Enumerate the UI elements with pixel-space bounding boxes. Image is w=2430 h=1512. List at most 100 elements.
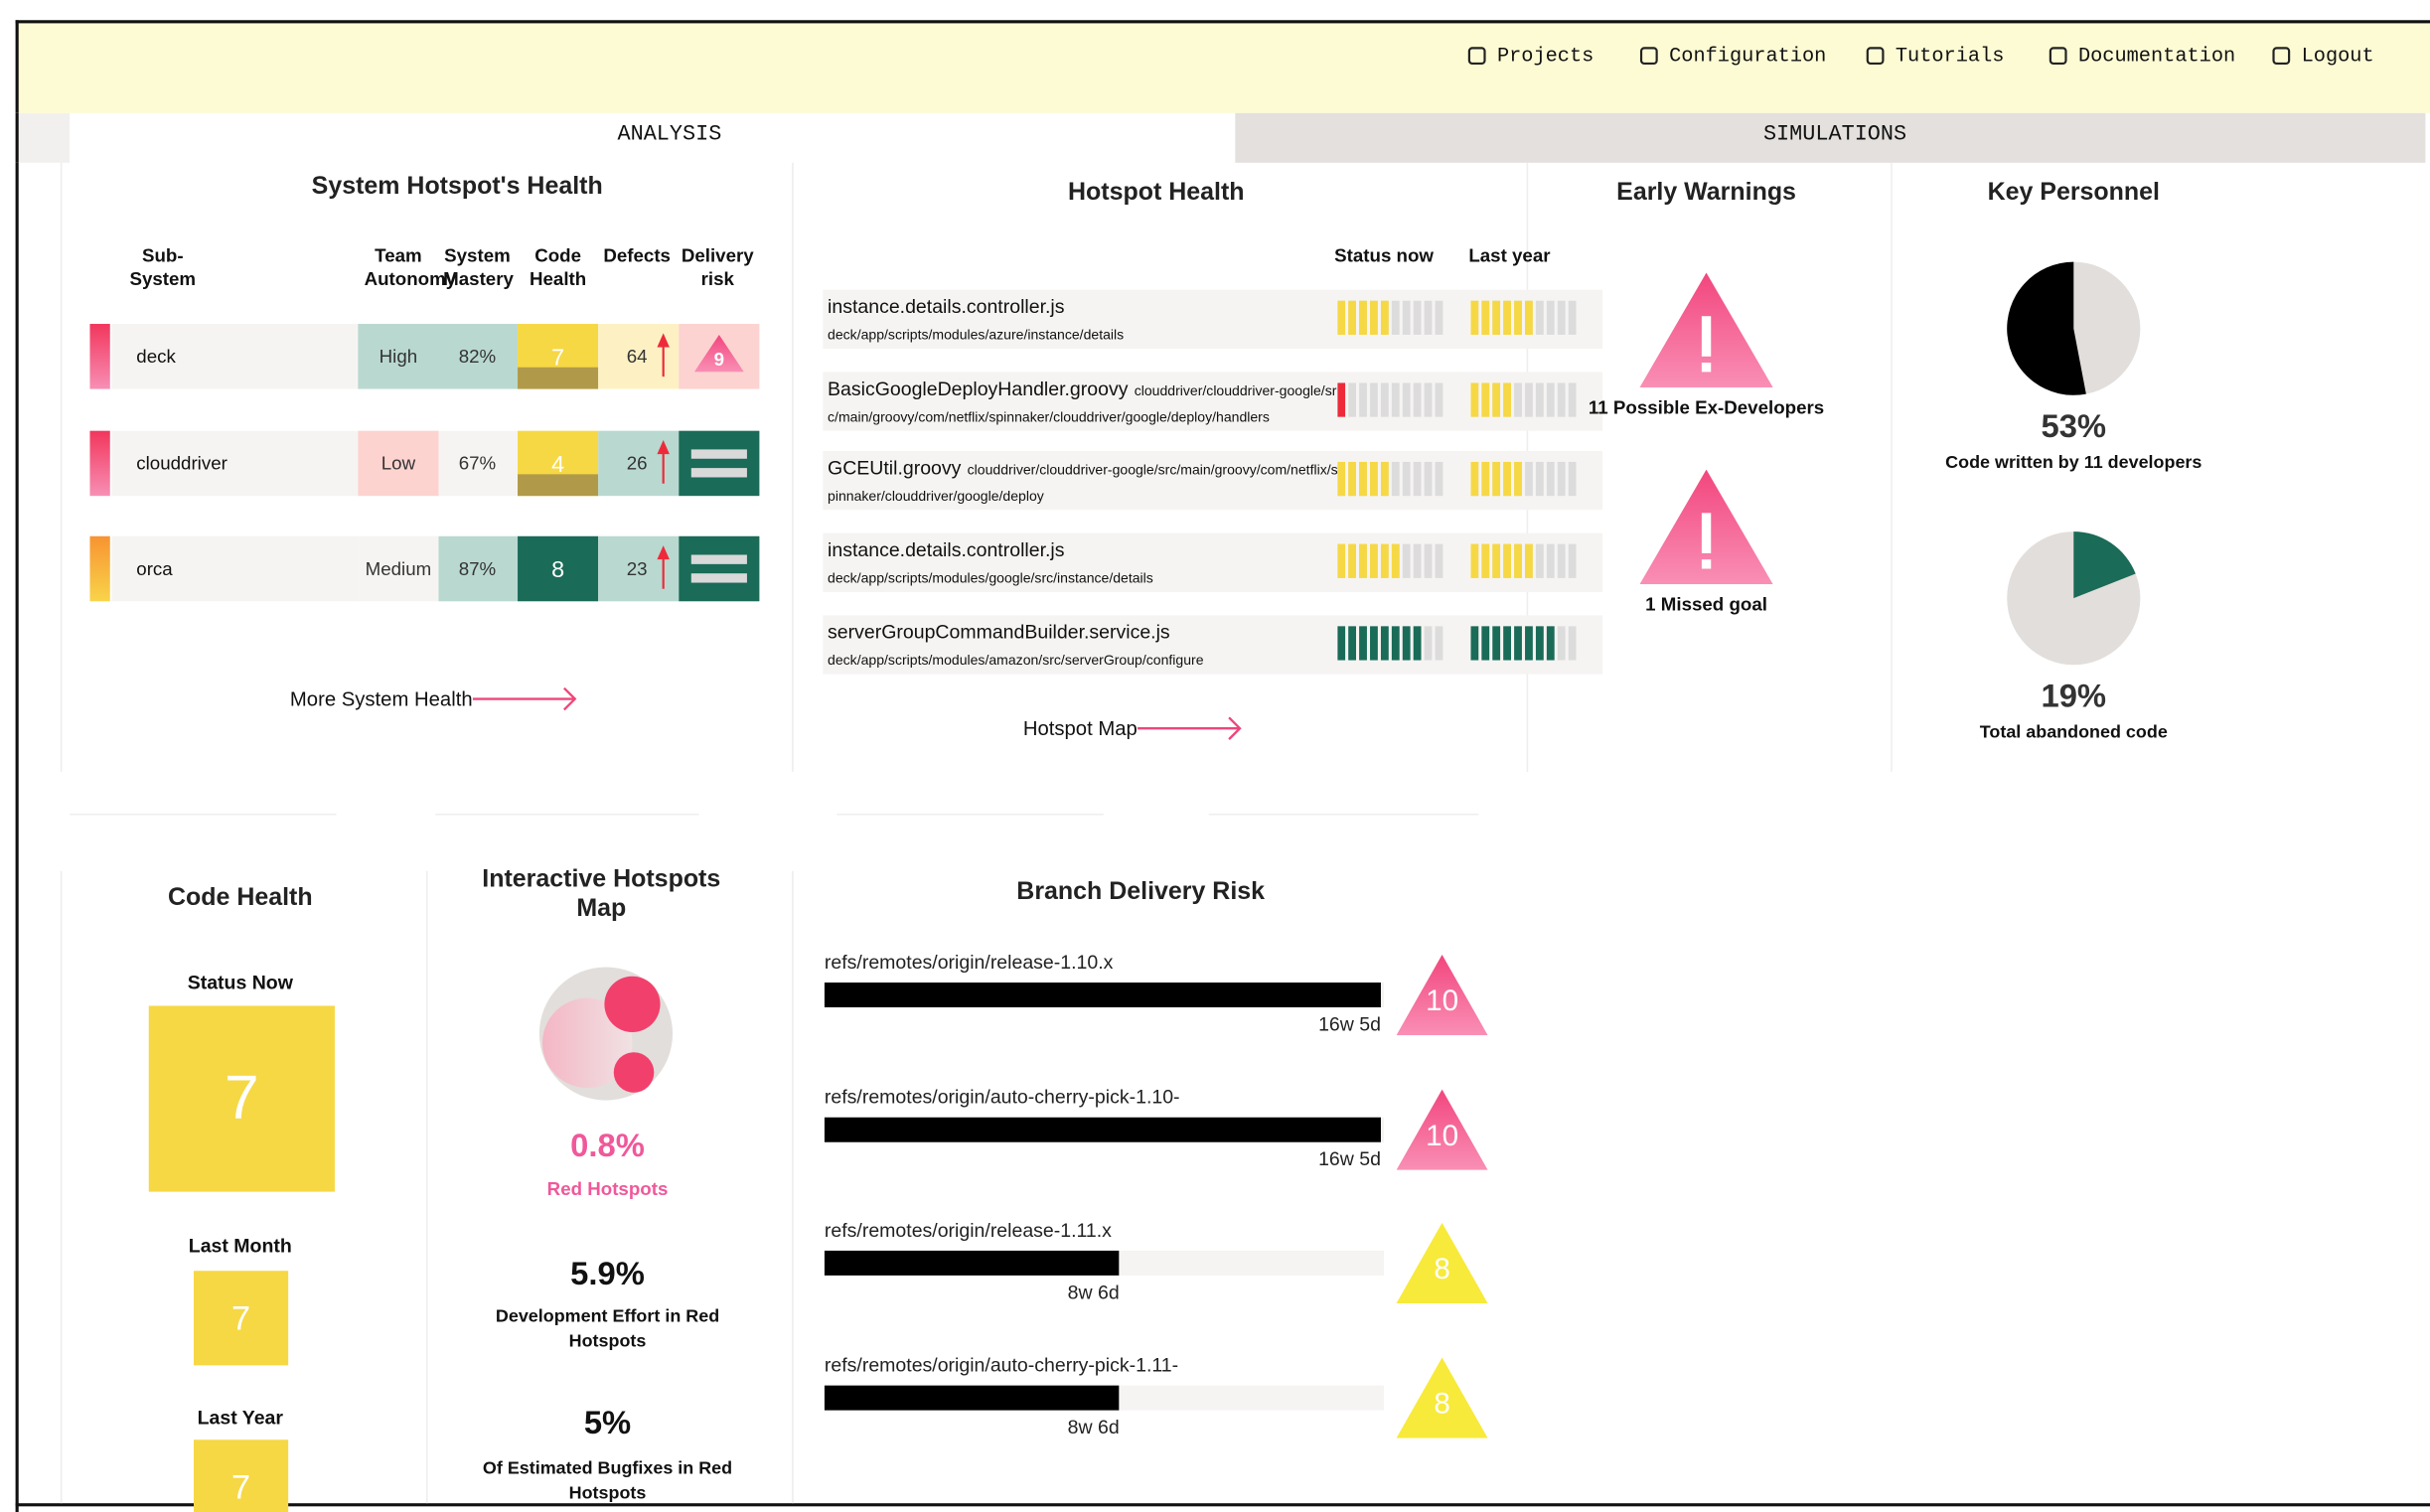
status-label: Last Month [188,1235,292,1258]
column-header: Last year [1468,244,1551,267]
nav-link[interactable]: Documentation [2077,44,2236,68]
nav-icon [1866,47,1885,66]
left-gutter [15,112,71,163]
tab-label[interactable]: SIMULATIONS [1762,122,1907,148]
code-health-value: 7 [551,345,565,372]
segment-filled [1514,543,1522,578]
tab-label[interactable]: ANALYSIS [617,122,722,148]
segment-filled [1503,461,1511,497]
section-title: Key Personnel [1987,179,2160,207]
nav-link[interactable]: Configuration [1669,44,1827,68]
segment-empty [1557,543,1566,578]
divider [836,814,1104,816]
segment-filled [1492,543,1501,578]
hotspot-file: serverGroupCommandBuilder.service.js deck… [828,620,1339,673]
tab-analysis[interactable] [70,112,1236,163]
segment-empty [1535,382,1544,417]
segment-filled [1359,461,1367,497]
column-header: Delivery risk [681,244,754,290]
nav-link[interactable]: Logout [2301,44,2374,68]
segment-empty [1402,300,1411,335]
header-bar [15,20,2430,113]
percent-caption: Total abandoned code [1979,723,2168,743]
segment-filled [1380,461,1389,497]
percent-value: 53% [2041,408,2107,445]
segment-filled [1370,626,1378,661]
segment-empty [1546,461,1555,497]
code-health-value: 4 [551,451,565,479]
file-path: deck/app/scripts/modules/amazon/src/serv… [828,652,1204,669]
branch-name: refs/remotes/origin/auto-cherry-pick-1.1… [824,1085,1180,1108]
segment-empty [1424,382,1433,417]
segment-filled [1370,543,1378,578]
segment-empty [1546,300,1555,335]
segment-empty [1391,461,1400,497]
file-path: deck/app/scripts/modules/google/src/inst… [828,570,1153,586]
file-name: instance.details.controller.js [828,295,1065,318]
segment-empty [1568,626,1577,661]
exclamation [1701,316,1712,357]
segment-filled [1359,626,1367,661]
segment-empty [1402,382,1411,417]
segment-empty [1568,543,1577,578]
status-value: 7 [231,1466,251,1506]
file-name: GCEUtil.groovy [828,457,962,480]
tab-simulations[interactable] [1235,112,2426,163]
file-path: deck/app/scripts/modules/azure/instance/… [828,327,1125,343]
mastery-cell [438,324,519,389]
risk-value: 10 [1426,1120,1459,1152]
triangle [1396,1222,1488,1303]
risk-cell [679,430,760,497]
section-title: System Hotspot's Health [311,173,603,201]
segment-filled [1514,461,1522,497]
column-header: Sub-System [129,244,197,290]
segment-empty [1413,461,1422,497]
segment-empty [1514,382,1522,417]
segment-empty [1435,461,1443,497]
segment-filled [1492,626,1501,661]
triangle [1396,954,1488,1036]
autonomy-value: Low [380,452,416,475]
segment-filled [1380,543,1389,578]
segment-empty [1535,543,1544,578]
pie-chart [2007,531,2141,666]
risk-icon [690,449,747,459]
divider [425,870,428,1504]
column-header: System Mastery [443,244,514,290]
percent-value: 19% [2041,679,2107,715]
segment-filled [1348,300,1356,335]
nav-link[interactable]: Tutorials [1895,44,2005,68]
segment-filled [1337,461,1346,497]
status-square [194,1439,289,1512]
segment-filled [1514,300,1522,335]
warning-triangle [1639,272,1773,387]
health-bar [1470,382,1577,417]
segment-filled [1470,461,1479,497]
age-bar [824,983,1381,1007]
divider [1208,814,1479,816]
segment-filled [1380,626,1389,661]
hotspot-file: GCEUtil.groovy clouddriver/clouddriver-go… [828,456,1339,509]
risk-icon [690,573,747,583]
section-title: Code Health [167,884,313,912]
segment-filled [1525,300,1533,335]
segment-empty [1435,300,1443,335]
autonomy-cell [358,535,439,602]
risk-icon [690,468,747,478]
link[interactable]: Hotspot Map [1022,716,1138,740]
row-background [111,430,359,497]
segment-filled [1370,300,1378,335]
segment-filled [1525,626,1533,661]
nav-link[interactable]: Projects [1496,44,1595,68]
stat-label: Of Estimated Bugfixes in Red Hotspots [482,1459,733,1504]
defects-value: 23 [626,557,648,580]
health-bar [1337,382,1443,417]
segment-filled [1492,461,1501,497]
percent-caption: Code written by 11 developers [1945,454,2202,473]
defects-value: 64 [626,345,648,368]
segment-filled [1481,382,1490,417]
link[interactable]: More System Health [289,686,473,711]
segment-empty [1435,543,1443,578]
segment-empty [1557,626,1566,661]
triangle [1396,1088,1488,1170]
